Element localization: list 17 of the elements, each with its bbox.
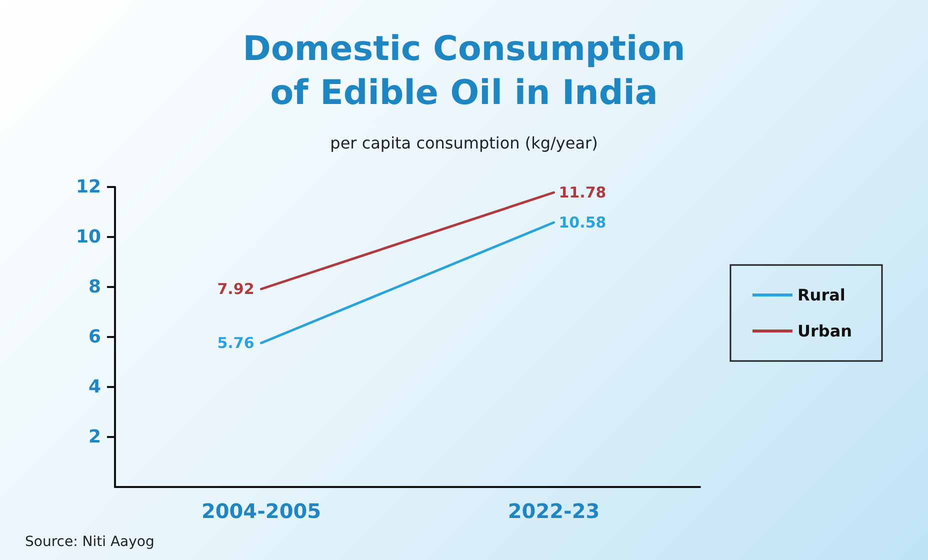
y-tick-label: 6 xyxy=(88,326,101,348)
source-note: Source: Niti Aayog xyxy=(25,534,154,550)
y-tick-label: 4 xyxy=(88,376,101,398)
x-tick-label: 2022-23 xyxy=(508,499,600,523)
x-tick-label: 2004-2005 xyxy=(201,499,322,523)
data-label: 7.92 xyxy=(217,280,254,298)
y-tick-label: 12 xyxy=(76,176,101,198)
legend-label: Rural xyxy=(797,286,846,304)
y-tick-label: 8 xyxy=(88,276,101,298)
y-tick-label: 2 xyxy=(88,426,101,448)
chart-subtitle: per capita consumption (kg/year) xyxy=(330,134,598,152)
data-label: 5.76 xyxy=(217,334,254,352)
chart-title: Domestic Consumption of Edible Oil in India xyxy=(242,29,686,113)
legend-label: Urban xyxy=(797,322,852,340)
data-label: 10.58 xyxy=(558,214,606,232)
data-label: 11.78 xyxy=(558,184,606,202)
y-tick-label: 10 xyxy=(76,226,101,248)
